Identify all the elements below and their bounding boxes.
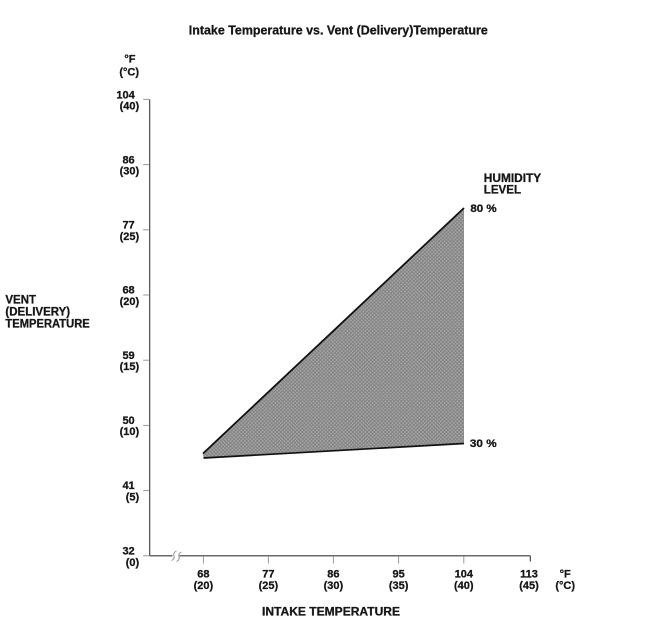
- svg-text:86: 86: [327, 568, 339, 580]
- svg-text:113: 113: [520, 568, 538, 580]
- svg-text:95: 95: [392, 568, 404, 580]
- svg-text:VENT: VENT: [5, 295, 36, 307]
- svg-text:(10): (10): [120, 426, 140, 438]
- svg-text:68: 68: [197, 568, 209, 580]
- svg-text:Intake Temperature vs. Vent (D: Intake Temperature vs. Vent (Delivery)Te…: [189, 24, 488, 38]
- svg-text:32: 32: [122, 546, 134, 558]
- svg-text:77: 77: [122, 220, 134, 232]
- svg-text:(25): (25): [259, 580, 279, 592]
- svg-text:86: 86: [122, 154, 134, 166]
- svg-text:HUMIDITY: HUMIDITY: [484, 173, 542, 185]
- svg-text:°F: °F: [124, 54, 135, 66]
- svg-text:(0): (0): [126, 557, 140, 569]
- svg-text:(20): (20): [194, 580, 214, 592]
- svg-text:LEVEL: LEVEL: [484, 185, 521, 197]
- svg-text:(40): (40): [120, 101, 140, 113]
- svg-text:41: 41: [122, 480, 134, 492]
- svg-text:(°C): (°C): [119, 67, 139, 79]
- svg-text:68: 68: [122, 285, 134, 297]
- svg-text:30 %: 30 %: [470, 438, 497, 450]
- svg-text:104: 104: [116, 89, 135, 101]
- svg-text:77: 77: [262, 568, 274, 580]
- svg-text:(°C): (°C): [555, 580, 575, 592]
- svg-text:(35): (35): [389, 580, 409, 592]
- svg-text:(DELIVERY): (DELIVERY): [5, 307, 70, 319]
- svg-text:(30): (30): [324, 580, 344, 592]
- svg-text:50: 50: [122, 415, 134, 427]
- svg-text:(30): (30): [120, 166, 140, 178]
- svg-text:(40): (40): [454, 580, 474, 592]
- svg-text:59: 59: [122, 350, 134, 362]
- svg-text:80 %: 80 %: [470, 203, 497, 215]
- svg-text:(45): (45): [519, 580, 539, 592]
- svg-text:(5): (5): [126, 491, 140, 503]
- svg-text:104: 104: [455, 568, 474, 580]
- svg-text:(25): (25): [120, 231, 140, 243]
- svg-text:TEMPERATURE: TEMPERATURE: [5, 318, 90, 330]
- svg-text:°F: °F: [560, 568, 571, 580]
- svg-text:(20): (20): [120, 296, 140, 308]
- svg-text:INTAKE TEMPERATURE: INTAKE TEMPERATURE: [262, 607, 400, 619]
- svg-text:(15): (15): [120, 361, 140, 373]
